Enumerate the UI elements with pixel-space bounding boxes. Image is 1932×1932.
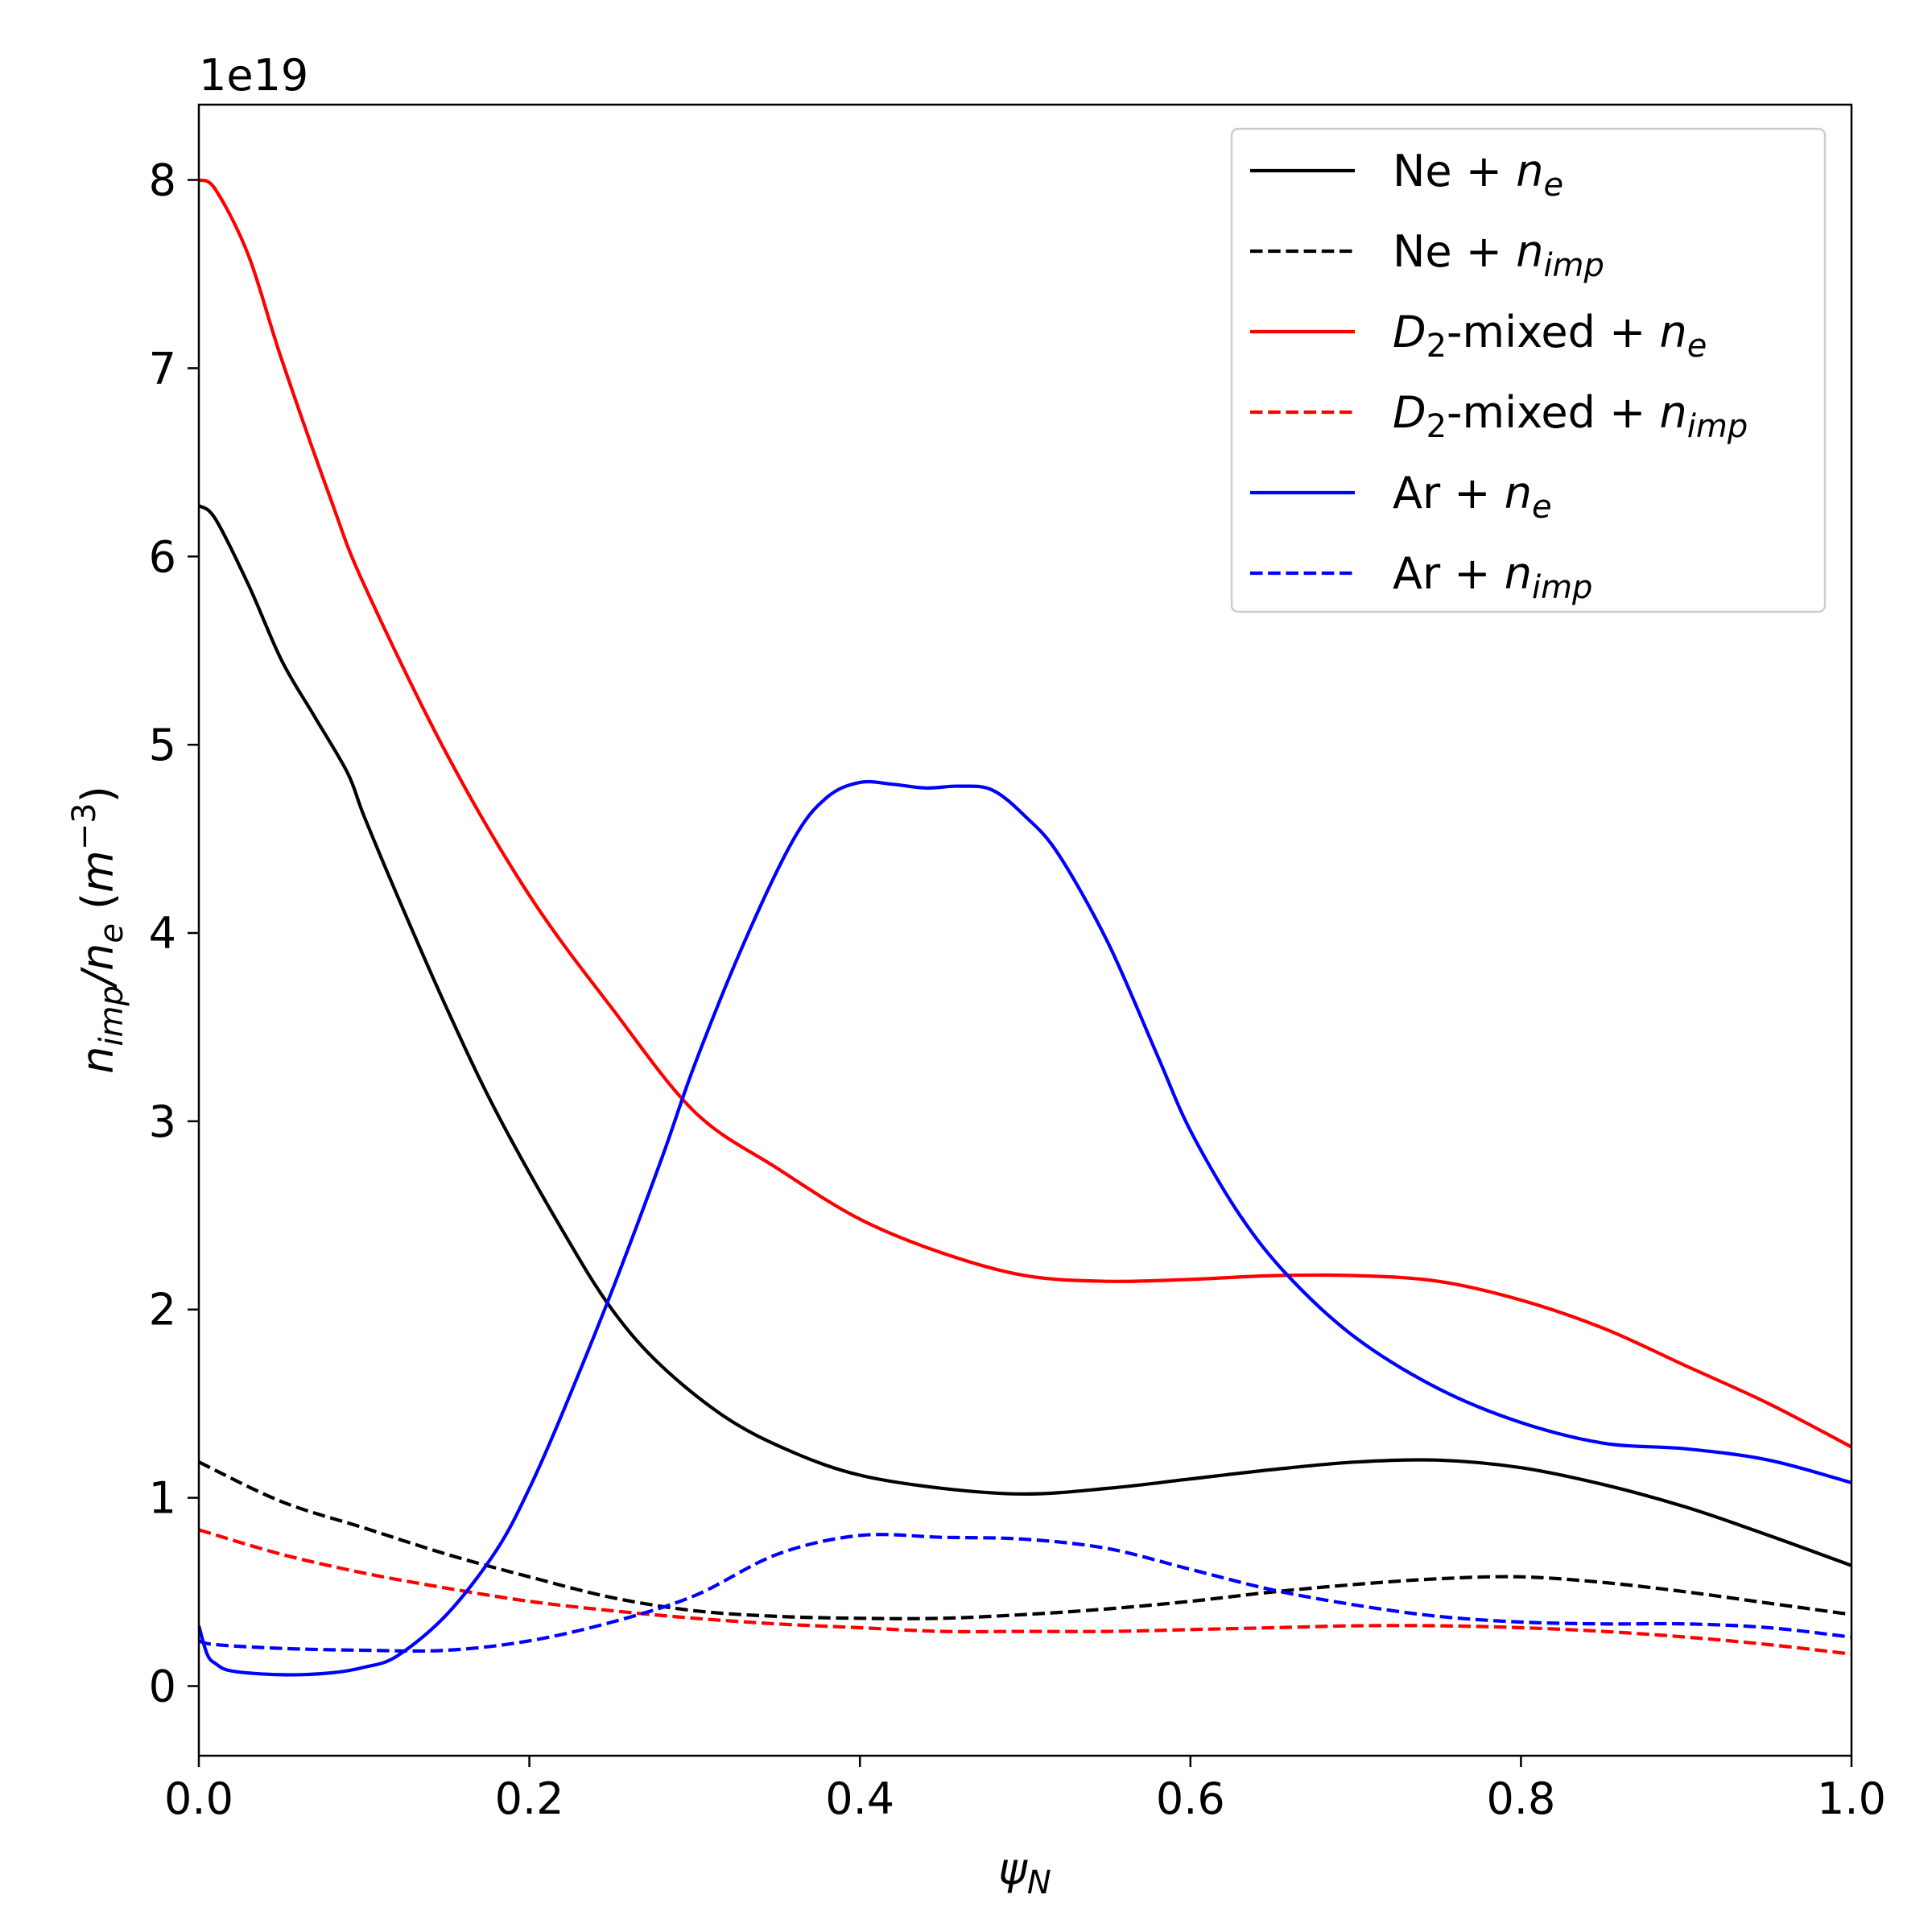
- series-line-1: [199, 504, 1852, 1567]
- legend: Ne + ne Ne + nimp D2-mixed + ne D2-mixed + …: [1230, 127, 1827, 613]
- y-tick-label: 3: [149, 1096, 176, 1147]
- y-tick-label: 6: [149, 531, 176, 582]
- plot-frame: [197, 103, 1853, 1757]
- y-label-unit: m: [72, 850, 123, 893]
- y-label-exp: −3: [66, 803, 103, 850]
- series-line-6: [199, 1533, 1852, 1653]
- y-tick-label: 0: [149, 1661, 176, 1711]
- x-tick-label: 0.8: [1486, 1773, 1555, 1824]
- legend-label-1: Ne + ne: [1393, 146, 1563, 204]
- y-tick-label: 2: [149, 1285, 176, 1335]
- series-layer: [199, 178, 1852, 1677]
- y-offset-text: 1e19: [199, 50, 308, 101]
- x-label-main: ψ: [998, 1843, 1028, 1894]
- y-label-sub2: e: [93, 923, 130, 943]
- x-tick-label: 0.4: [825, 1773, 894, 1824]
- legend-label-5: Ar + ne: [1393, 468, 1552, 526]
- legend-label-2: Ne + nimp: [1393, 226, 1604, 284]
- x-tick-label: 0.6: [1156, 1773, 1225, 1824]
- y-label-n2: n: [72, 943, 123, 971]
- y-label-sub1: imp: [93, 985, 130, 1046]
- y-label-open: (: [72, 893, 123, 923]
- x-tick-label: 0.2: [495, 1773, 564, 1824]
- legend-label-4: D2-mixed + nimp: [1393, 387, 1748, 445]
- y-tick-label: 8: [149, 155, 176, 206]
- y-tick-label: 7: [149, 343, 176, 394]
- series-line-4: [199, 1528, 1852, 1656]
- x-label-sub: N: [1027, 1864, 1051, 1901]
- y-label-close: ): [72, 786, 123, 803]
- y-label-n1: n: [72, 1046, 123, 1074]
- legend-box: [1230, 127, 1827, 613]
- y-tick-label: 4: [149, 908, 176, 959]
- legend-label-6: Ar + nimp: [1393, 548, 1592, 606]
- legend-label-3: D2-mixed + ne: [1393, 307, 1707, 365]
- y-tick-label: 5: [149, 720, 176, 770]
- y-tick-label: 1: [149, 1473, 176, 1524]
- axes-layer: 0.0 0.2 0.4 0.6 0.8 1.0 0 1 2 3 4 5 6 7 8: [149, 155, 1886, 1824]
- x-tick-label: 0.0: [164, 1773, 233, 1824]
- legend-items: Ne + ne Ne + nimp D2-mixed + ne D2-mixed + …: [1250, 146, 1748, 606]
- series-line-2: [199, 1460, 1852, 1620]
- x-axis-label: ψN: [998, 1843, 1051, 1901]
- x-tick-label: 1.0: [1817, 1773, 1886, 1824]
- series-line-3: [199, 178, 1852, 1449]
- y-axis-label: nimp/ne (m−3): [66, 786, 130, 1074]
